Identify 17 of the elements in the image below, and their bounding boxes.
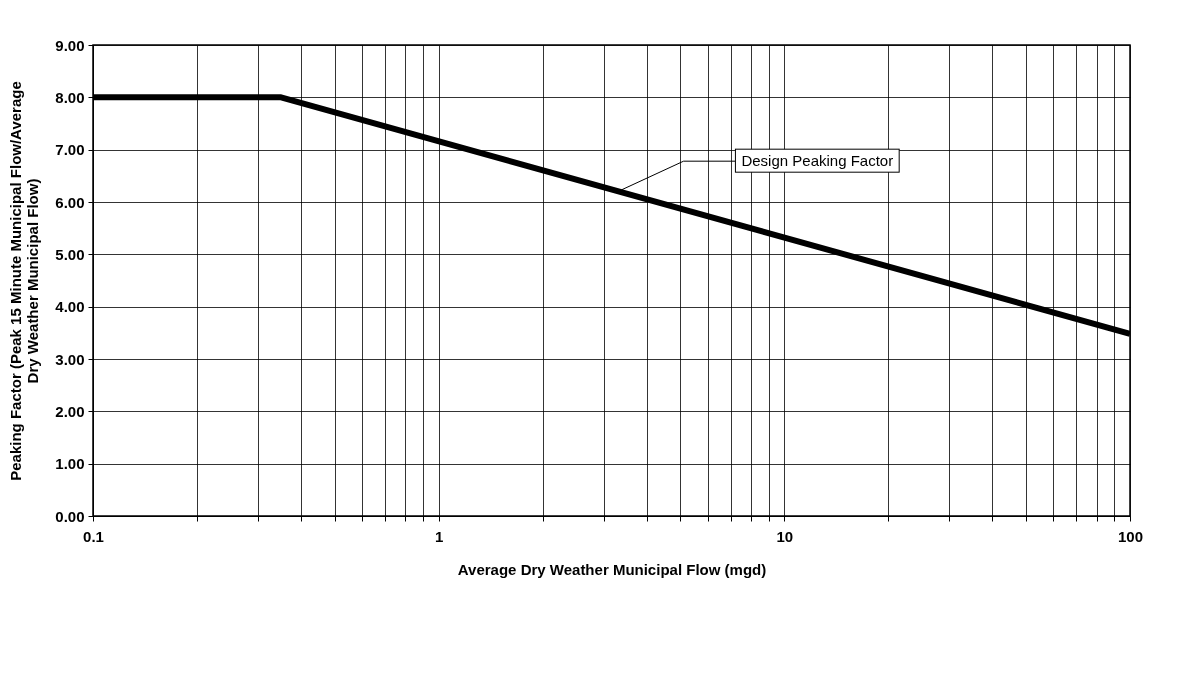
y-tick-label: 2.00 <box>55 402 85 420</box>
y-tick-label: 1.00 <box>55 455 85 473</box>
x-tick-label: 10 <box>776 527 794 545</box>
x-tick-label: 1 <box>434 527 444 545</box>
x-tick-label: 0.1 <box>83 527 104 545</box>
y-tick-label: 9.00 <box>55 36 85 54</box>
y-tick-label: 0.00 <box>55 507 85 525</box>
y-tick-label: 6.00 <box>55 193 85 211</box>
annotation: Design Peaking Factor <box>741 152 894 170</box>
y-tick-label: 4.00 <box>55 298 85 316</box>
y-tick-label: 3.00 <box>55 350 85 368</box>
y-tick-label: 7.00 <box>55 141 85 159</box>
y-tick-label: 8.00 <box>55 88 85 106</box>
x-axis-title: Average Dry Weather Municipal Flow (mgd) <box>457 560 767 578</box>
y-axis-title: Peaking Factor (Peak 15 Minute Municipal Flow/Average Dry Weather Municipal Flow) <box>7 81 42 481</box>
x-tick-label: 100 <box>1117 527 1144 545</box>
y-tick-label: 5.00 <box>55 245 85 263</box>
